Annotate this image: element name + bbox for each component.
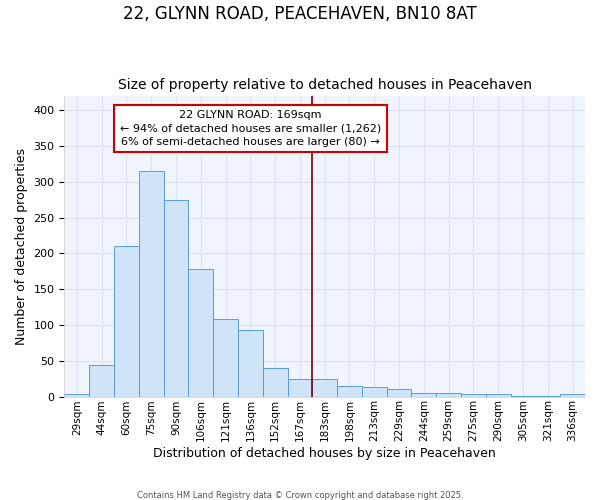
Bar	[436, 393, 461, 396]
Bar	[238, 330, 263, 396]
Bar	[287, 378, 313, 396]
Bar	[213, 319, 238, 396]
Text: 22, GLYNN ROAD, PEACEHAVEN, BN10 8AT: 22, GLYNN ROAD, PEACEHAVEN, BN10 8AT	[123, 5, 477, 23]
Bar	[362, 387, 386, 396]
Bar	[337, 386, 362, 396]
Text: Contains HM Land Registry data © Crown copyright and database right 2025.: Contains HM Land Registry data © Crown c…	[137, 490, 463, 500]
Bar	[164, 200, 188, 396]
Bar	[313, 378, 337, 396]
Bar	[412, 393, 436, 396]
Title: Size of property relative to detached houses in Peacehaven: Size of property relative to detached ho…	[118, 78, 532, 92]
Bar	[114, 246, 139, 396]
Bar	[263, 368, 287, 396]
Bar	[188, 269, 213, 396]
Bar	[461, 394, 486, 396]
Bar	[560, 394, 585, 396]
X-axis label: Distribution of detached houses by size in Peacehaven: Distribution of detached houses by size …	[154, 447, 496, 460]
Bar	[139, 171, 164, 396]
Bar	[64, 394, 89, 396]
Y-axis label: Number of detached properties: Number of detached properties	[15, 148, 28, 344]
Text: 22 GLYNN ROAD: 169sqm
← 94% of detached houses are smaller (1,262)
6% of semi-de: 22 GLYNN ROAD: 169sqm ← 94% of detached …	[120, 110, 381, 146]
Bar	[486, 394, 511, 396]
Bar	[386, 388, 412, 396]
Bar	[89, 365, 114, 396]
